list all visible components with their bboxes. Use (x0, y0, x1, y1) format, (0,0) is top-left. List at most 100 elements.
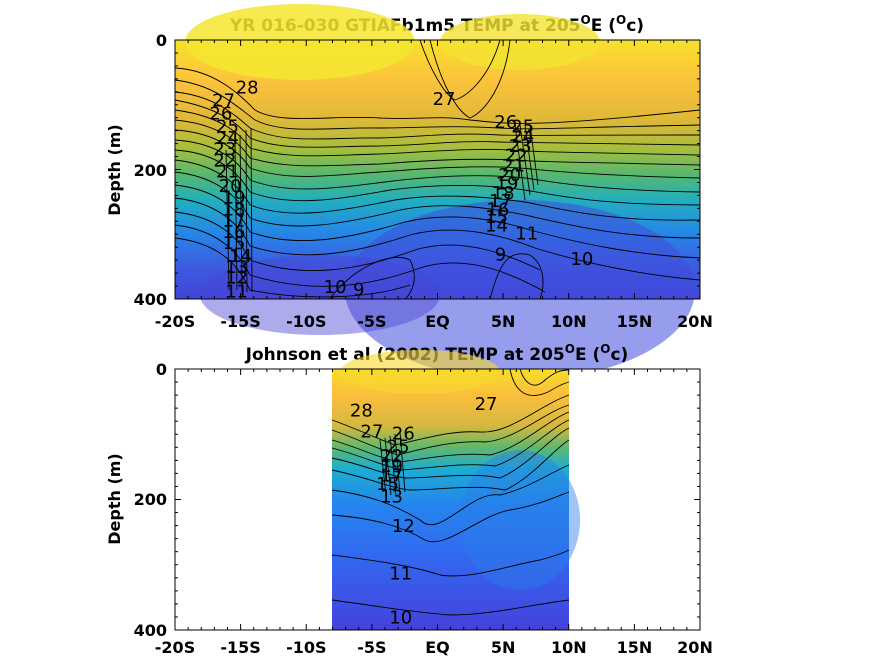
contour-label: 13 (380, 487, 403, 508)
front-lines (379, 431, 406, 496)
x-tick-label: -10S (286, 312, 326, 331)
contour-label: 19 (496, 173, 519, 194)
contour-label: 16 (223, 222, 246, 243)
contour-label: 17 (489, 191, 512, 212)
y-tick-label: 0 (156, 360, 167, 379)
top-panel: YR 016-030 GTIAFb1m5 TEMP at 205OE (Oc) … (105, 4, 713, 380)
x-tick-label: EQ (425, 312, 450, 331)
x-axis: -20S -15S -10S -5S EQ 5N 10N 15N 20N (155, 39, 713, 331)
x-tick-label: EQ (425, 638, 450, 656)
contour-label: 20 (219, 176, 242, 197)
y-tick-label: 200 (134, 161, 167, 180)
cold-dome (460, 450, 580, 590)
plot-area: 2827262524232221201918171615141312112726… (174, 4, 701, 380)
cold-pocket (200, 255, 440, 335)
contour-label: 23 (509, 136, 532, 157)
x-tick-label: 20N (677, 638, 713, 656)
contour-label: 15 (485, 207, 508, 228)
x-tick-label: 15N (617, 312, 653, 331)
contour-label: 13 (225, 257, 248, 278)
x-tick-label: -20S (155, 312, 195, 331)
x-tick-label: -5S (357, 312, 386, 331)
contour-label: 24 (511, 126, 534, 147)
x-tick-label: -15S (220, 312, 260, 331)
contour-label: 22 (380, 446, 403, 467)
contour-label: 26 (494, 112, 517, 133)
contour-label: 17 (380, 466, 403, 487)
contour-label: 28 (350, 400, 373, 421)
contour-label: 18 (223, 199, 246, 220)
x-tick-label: -20S (155, 638, 195, 656)
contour-label: 19 (223, 188, 246, 209)
contour-label: 14 (485, 215, 508, 236)
temperature-field (332, 369, 569, 630)
contour-label: 16 (486, 199, 509, 220)
y-axis-label: Depth (m) (105, 124, 124, 216)
contour-label: 15 (376, 474, 399, 495)
contour-label: 10 (570, 249, 593, 270)
y-axis-label: Depth (m) (105, 453, 124, 545)
y-axis: 0 200 400 (134, 31, 167, 309)
x-tick-marks (174, 39, 701, 300)
y-tick-label: 0 (156, 31, 167, 50)
contour-label: 11 (225, 282, 248, 303)
x-tick-label: 10N (551, 312, 587, 331)
contour-label: 22 (213, 151, 236, 172)
contour-label: 21 (216, 162, 239, 183)
contour-label: 15 (223, 233, 246, 254)
x-tick-marks (174, 368, 701, 631)
contour-label: 14 (229, 246, 252, 267)
contour-label: 21 (502, 155, 525, 176)
contour-label: 9 (495, 245, 506, 266)
contour-label: 23 (213, 139, 236, 160)
contour-lines (174, 39, 701, 300)
warm-pool-north (440, 14, 600, 70)
contour-label: 11 (515, 223, 538, 244)
y-tick-label: 200 (134, 490, 167, 509)
cold-dome (345, 200, 695, 380)
contour-label: 25 (387, 436, 410, 457)
x-tick-label: -5S (357, 638, 386, 656)
contour-lines (331, 368, 570, 616)
x-axis: -20S -15S -10S -5S EQ 5N 10N 15N 20N (155, 368, 713, 656)
contour-label: 10 (389, 607, 412, 628)
contour-label: 24 (216, 128, 239, 149)
bottom-panel: Johnson et al (2002) TEMP at 205OE (Oc) … (105, 342, 713, 656)
contour-label: 27 (212, 91, 235, 112)
contour-label: 20 (498, 165, 521, 186)
contour-label: 11 (389, 564, 412, 585)
warm-pool-south (185, 4, 415, 80)
x-tick-label: 10N (551, 638, 587, 656)
contour-label: 26 (209, 103, 232, 124)
y-tick-label: 400 (134, 621, 167, 640)
x-tick-label: 15N (617, 638, 653, 656)
contour-label: 28 (236, 78, 259, 99)
x-tick-label: -10S (286, 638, 326, 656)
contour-labels: 2827262524232221201918171615141312112726… (209, 78, 593, 303)
contour-label: 10 (324, 277, 347, 298)
y-axis: 0 200 400 (134, 360, 167, 640)
x-tick-label: 5N (491, 638, 516, 656)
contour-label: 27 (433, 89, 456, 110)
contour-label: 17 (223, 210, 246, 231)
contour-label: 25 (216, 116, 239, 137)
contour-label: 12 (225, 267, 248, 288)
contour-label: 27 (360, 421, 383, 442)
contour-label: 12 (392, 516, 415, 537)
x-tick-label: 20N (677, 312, 713, 331)
front-lines (225, 124, 539, 293)
contour-label: 22 (505, 146, 528, 167)
warm-surface (340, 350, 500, 394)
contour-label: 25 (511, 116, 534, 137)
contour-label: 27 (475, 394, 498, 415)
contour-label: 26 (392, 423, 415, 444)
contour-label: 19 (380, 456, 403, 477)
x-tick-label: 5N (491, 312, 516, 331)
contour-label: 9 (353, 280, 364, 301)
contour-label: 18 (492, 183, 515, 204)
y-tick-label: 400 (134, 290, 167, 309)
x-tick-label: -15S (220, 638, 260, 656)
